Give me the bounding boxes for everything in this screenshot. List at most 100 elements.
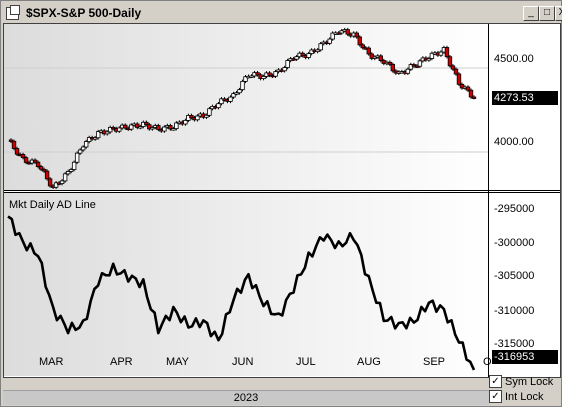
x-tick-may: MAY bbox=[166, 356, 190, 368]
candle-body bbox=[108, 126, 113, 133]
candle-body bbox=[138, 126, 143, 129]
candle-body bbox=[123, 124, 128, 129]
candle-body bbox=[171, 128, 176, 131]
candle-body bbox=[219, 98, 224, 105]
price-last-value: 4273.53 bbox=[492, 91, 558, 105]
candle-body bbox=[14, 148, 20, 155]
candle-body bbox=[438, 51, 444, 56]
candle-body bbox=[417, 60, 423, 67]
candle-body bbox=[129, 124, 134, 130]
candle-body bbox=[408, 64, 414, 70]
ad-last-value: -316953 bbox=[492, 350, 558, 364]
candle-body bbox=[105, 131, 110, 135]
candle-body bbox=[11, 140, 17, 149]
candle-body bbox=[450, 65, 456, 70]
candle-body bbox=[65, 171, 71, 175]
candle-body bbox=[360, 44, 365, 49]
x-tick-jul: JUL bbox=[296, 356, 316, 368]
x-tick-mar: MAR bbox=[39, 356, 64, 368]
candle-body bbox=[378, 55, 383, 61]
candle-body bbox=[168, 125, 173, 130]
sym-lock-label: Sym Lock bbox=[505, 376, 554, 388]
candle-body bbox=[20, 154, 26, 158]
candle-body bbox=[156, 125, 161, 130]
candle-body bbox=[414, 65, 420, 68]
candle-body bbox=[426, 58, 432, 61]
x-tick-oct: O bbox=[483, 356, 492, 368]
candle-body bbox=[150, 127, 155, 130]
chart-area[interactable]: 4500.00 4000.00 4273.53 Mkt Daily AD Lin… bbox=[3, 23, 561, 378]
candle-body bbox=[306, 53, 311, 58]
candle-body bbox=[261, 76, 266, 79]
candle-body bbox=[92, 137, 98, 140]
candle-body bbox=[429, 52, 435, 59]
candle-body bbox=[174, 122, 179, 130]
candle-body bbox=[77, 149, 83, 154]
candle-body bbox=[35, 161, 41, 168]
candle-body bbox=[327, 38, 332, 44]
candle-body bbox=[204, 114, 209, 118]
candle-body bbox=[390, 63, 396, 72]
chart-svg[interactable] bbox=[4, 24, 560, 377]
candle-body bbox=[135, 123, 140, 128]
candle-body bbox=[228, 96, 233, 102]
candle-body bbox=[354, 32, 359, 38]
ad-line-series bbox=[7, 215, 476, 371]
candle-body bbox=[71, 161, 77, 170]
candle-body bbox=[294, 56, 299, 60]
candle-body bbox=[249, 75, 254, 78]
candle-body bbox=[300, 52, 305, 57]
candle-body bbox=[243, 76, 248, 82]
candle-body bbox=[68, 169, 74, 172]
candle-body bbox=[285, 60, 290, 68]
candle-body bbox=[369, 53, 374, 59]
minimize-button[interactable]: _ bbox=[523, 6, 539, 21]
candle-body bbox=[273, 71, 278, 77]
candle-body bbox=[366, 47, 371, 55]
int-lock-checkbox[interactable]: ✓ bbox=[489, 390, 502, 403]
candle-body bbox=[80, 146, 86, 151]
candle-body bbox=[357, 36, 362, 46]
price-panel-bg bbox=[4, 24, 488, 190]
x-tick-jun: JUN bbox=[232, 356, 254, 368]
ad-tick-305000: -305000 bbox=[494, 270, 535, 282]
candle-body bbox=[339, 30, 344, 34]
candle-body bbox=[38, 166, 44, 170]
candle-body bbox=[267, 72, 272, 76]
candle-body bbox=[405, 68, 411, 74]
ad-tick-300000: -300000 bbox=[494, 237, 535, 249]
price-candles bbox=[8, 27, 477, 190]
candle-body bbox=[318, 43, 323, 51]
candle-body bbox=[59, 180, 65, 184]
candle-body bbox=[387, 61, 393, 65]
candle-body bbox=[234, 92, 239, 95]
candle-body bbox=[237, 89, 242, 94]
candle-body bbox=[162, 126, 167, 132]
close-button[interactable]: X bbox=[555, 6, 562, 21]
candle-body bbox=[465, 86, 471, 91]
candle-body bbox=[456, 73, 462, 85]
candle-body bbox=[147, 124, 152, 130]
candle-body bbox=[447, 56, 453, 67]
candle-body bbox=[444, 47, 450, 58]
candle-body bbox=[183, 120, 188, 125]
ad-panel-bg bbox=[4, 192, 488, 376]
sym-lock-checkbox[interactable]: ✓ bbox=[489, 375, 502, 388]
maximize-button[interactable]: □ bbox=[539, 6, 555, 21]
candle-body bbox=[83, 141, 89, 148]
candle-body bbox=[240, 80, 245, 91]
grid-lines bbox=[4, 67, 488, 153]
window-icon bbox=[6, 5, 20, 20]
price-tick-4500: 4500.00 bbox=[494, 53, 534, 65]
ad-tick-315000: -315000 bbox=[494, 338, 535, 350]
candle-body bbox=[53, 182, 59, 188]
candle-body bbox=[336, 32, 341, 35]
x-tick-sep: SEP bbox=[423, 356, 446, 368]
candle-body bbox=[47, 178, 53, 187]
indicator-label: Mkt Daily AD Line bbox=[9, 199, 96, 211]
candle-body bbox=[32, 159, 38, 163]
candle-body bbox=[411, 64, 417, 67]
title-bar[interactable]: $SPX-S&P 500-Daily _ □ X bbox=[3, 3, 562, 23]
candle-body bbox=[255, 72, 260, 76]
